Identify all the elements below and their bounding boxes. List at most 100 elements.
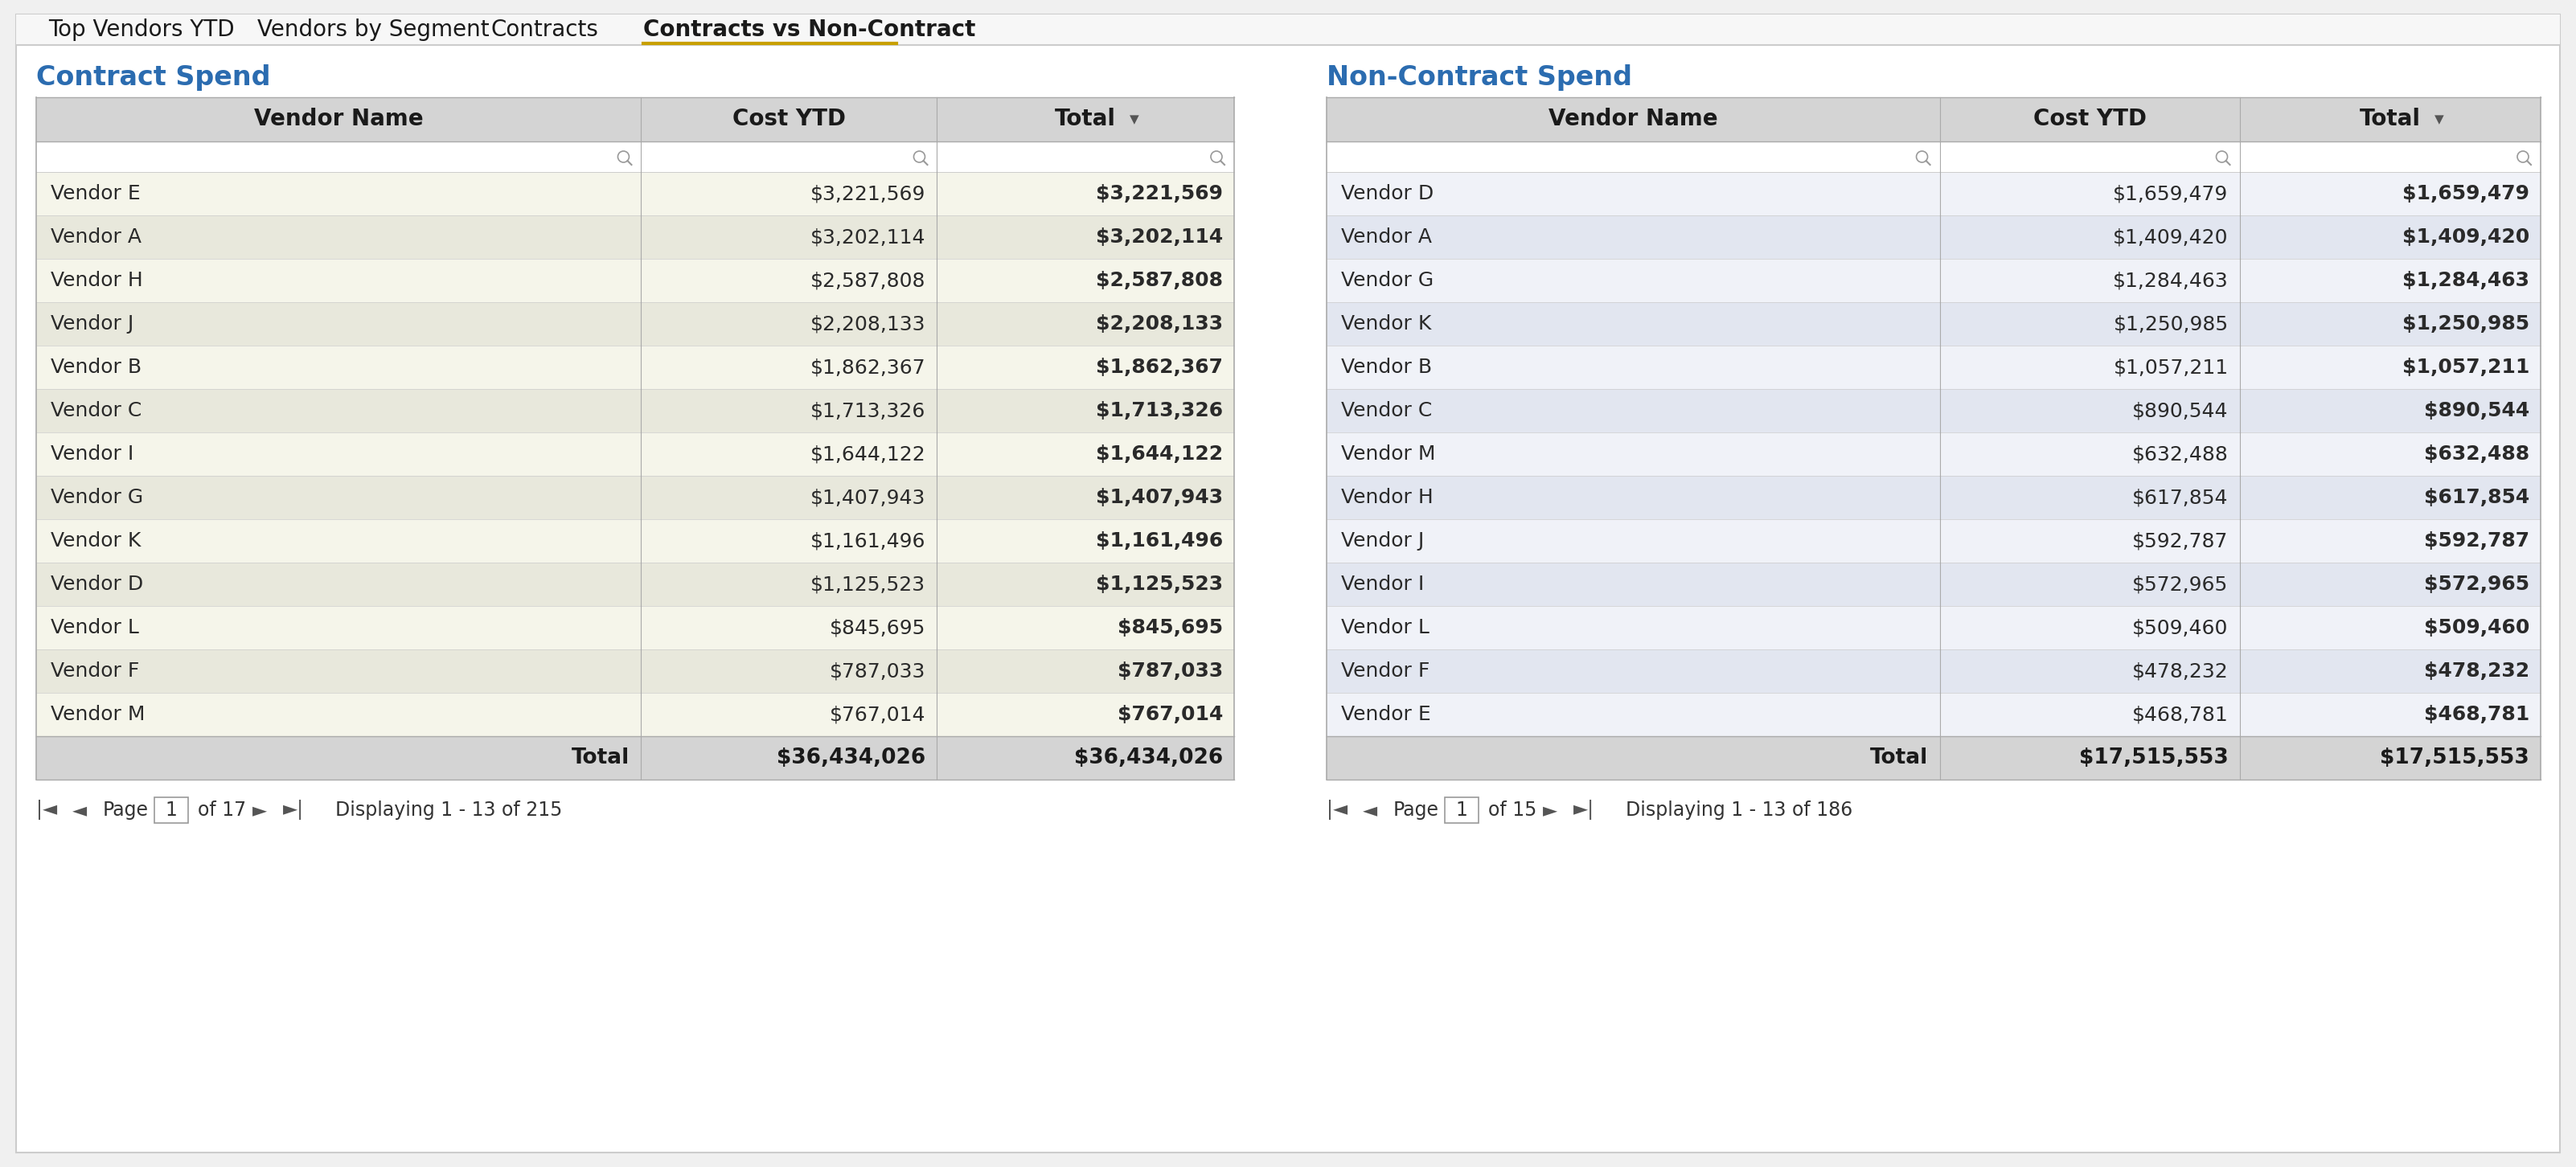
Text: Total: Total <box>1870 747 1929 768</box>
Text: Vendor G: Vendor G <box>52 488 144 508</box>
Text: ◄: ◄ <box>1363 801 1378 819</box>
FancyBboxPatch shape <box>36 649 1234 693</box>
FancyBboxPatch shape <box>1327 476 2540 519</box>
Text: Displaying 1 - 13 of 215: Displaying 1 - 13 of 215 <box>335 801 562 819</box>
Text: Vendor Name: Vendor Name <box>1548 109 1718 131</box>
Text: Cost YTD: Cost YTD <box>2032 109 2146 131</box>
Text: ▼: ▼ <box>1131 113 1139 125</box>
Text: ►|: ►| <box>1574 801 1595 820</box>
Text: $1,659,479: $1,659,479 <box>2112 184 2228 203</box>
Text: $36,434,026: $36,434,026 <box>778 747 925 768</box>
Text: $845,695: $845,695 <box>1118 619 1224 637</box>
Text: $592,787: $592,787 <box>2133 531 2228 551</box>
Text: $1,409,420: $1,409,420 <box>2112 228 2228 246</box>
FancyBboxPatch shape <box>1327 216 2540 259</box>
Text: $468,781: $468,781 <box>2133 705 2228 725</box>
Text: Vendor D: Vendor D <box>52 574 144 594</box>
Text: Vendor L: Vendor L <box>1342 619 1430 637</box>
Text: Vendor J: Vendor J <box>1342 531 1425 551</box>
Text: Vendor F: Vendor F <box>1342 662 1430 680</box>
Text: Vendor B: Vendor B <box>52 357 142 377</box>
Text: Vendors by Segment: Vendors by Segment <box>258 19 489 41</box>
Text: Page: Page <box>103 801 149 819</box>
Text: Displaying 1 - 13 of 186: Displaying 1 - 13 of 186 <box>1625 801 1852 819</box>
Text: $632,488: $632,488 <box>2424 445 2530 463</box>
Text: Vendor C: Vendor C <box>52 401 142 420</box>
Text: $478,232: $478,232 <box>2133 662 2228 680</box>
FancyBboxPatch shape <box>1327 736 2540 780</box>
Text: $17,515,553: $17,515,553 <box>2079 747 2228 768</box>
Text: $1,659,479: $1,659,479 <box>2403 184 2530 203</box>
Text: $3,221,569: $3,221,569 <box>1095 184 1224 203</box>
FancyBboxPatch shape <box>36 433 1234 476</box>
FancyBboxPatch shape <box>1327 302 2540 345</box>
Text: Vendor L: Vendor L <box>52 619 139 637</box>
Text: $1,125,523: $1,125,523 <box>811 574 925 594</box>
Text: Vendor E: Vendor E <box>52 184 142 203</box>
Text: 1: 1 <box>165 801 178 819</box>
Text: Total: Total <box>572 747 631 768</box>
Text: $1,057,211: $1,057,211 <box>2112 357 2228 377</box>
Text: ►: ► <box>252 801 268 819</box>
Text: $572,965: $572,965 <box>2424 574 2530 594</box>
Text: $617,854: $617,854 <box>2133 488 2228 508</box>
Text: Total: Total <box>1056 109 1115 131</box>
Text: ◄: ◄ <box>72 801 88 819</box>
Text: Vendor Name: Vendor Name <box>255 109 422 131</box>
Text: $1,057,211: $1,057,211 <box>2401 357 2530 377</box>
Text: ►|: ►| <box>283 801 304 820</box>
Text: Vendor C: Vendor C <box>1342 401 1432 420</box>
Text: Contracts: Contracts <box>489 19 598 41</box>
FancyBboxPatch shape <box>36 345 1234 389</box>
Text: $3,202,114: $3,202,114 <box>811 228 925 246</box>
Text: 1: 1 <box>1455 801 1468 819</box>
Text: $36,434,026: $36,434,026 <box>1074 747 1224 768</box>
Text: Vendor F: Vendor F <box>52 662 139 680</box>
Text: $1,161,496: $1,161,496 <box>811 531 925 551</box>
FancyBboxPatch shape <box>1327 693 2540 736</box>
Text: $617,854: $617,854 <box>2424 488 2530 508</box>
Text: Page: Page <box>1394 801 1440 819</box>
Text: $767,014: $767,014 <box>1118 705 1224 725</box>
Text: $890,544: $890,544 <box>2424 401 2530 420</box>
Text: $468,781: $468,781 <box>2424 705 2530 725</box>
Text: Vendor K: Vendor K <box>52 531 142 551</box>
Text: Vendor I: Vendor I <box>1342 574 1425 594</box>
FancyBboxPatch shape <box>15 14 2561 1153</box>
FancyBboxPatch shape <box>1327 389 2540 433</box>
Text: $3,202,114: $3,202,114 <box>1095 228 1224 246</box>
Text: of 15: of 15 <box>1489 801 1538 819</box>
Text: $890,544: $890,544 <box>2133 401 2228 420</box>
Text: $1,862,367: $1,862,367 <box>1095 357 1224 377</box>
FancyBboxPatch shape <box>1327 97 2540 141</box>
Text: $1,250,985: $1,250,985 <box>2112 314 2228 334</box>
Text: $1,713,326: $1,713,326 <box>811 401 925 420</box>
Text: $767,014: $767,014 <box>829 705 925 725</box>
FancyBboxPatch shape <box>36 97 1234 141</box>
Text: $2,587,808: $2,587,808 <box>1095 271 1224 291</box>
Text: $1,713,326: $1,713,326 <box>1095 401 1224 420</box>
Text: Contracts vs Non-Contract: Contracts vs Non-Contract <box>644 19 976 41</box>
Text: |◄: |◄ <box>1327 801 1347 820</box>
FancyBboxPatch shape <box>1327 649 2540 693</box>
Text: $478,232: $478,232 <box>2424 662 2530 680</box>
Text: $1,284,463: $1,284,463 <box>2403 271 2530 291</box>
Text: $787,033: $787,033 <box>1118 662 1224 680</box>
Text: $2,208,133: $2,208,133 <box>1095 314 1224 334</box>
Text: Vendor A: Vendor A <box>52 228 142 246</box>
FancyBboxPatch shape <box>1327 519 2540 562</box>
FancyBboxPatch shape <box>1327 606 2540 649</box>
Text: Vendor B: Vendor B <box>1342 357 1432 377</box>
Text: Vendor D: Vendor D <box>1342 184 1435 203</box>
Text: Vendor J: Vendor J <box>52 314 134 334</box>
FancyBboxPatch shape <box>1327 433 2540 476</box>
FancyBboxPatch shape <box>1445 797 1479 823</box>
FancyBboxPatch shape <box>36 606 1234 649</box>
Text: $1,644,122: $1,644,122 <box>811 445 925 463</box>
FancyBboxPatch shape <box>36 562 1234 606</box>
Text: $592,787: $592,787 <box>2424 531 2530 551</box>
Text: $787,033: $787,033 <box>829 662 925 680</box>
FancyBboxPatch shape <box>36 476 1234 519</box>
Text: Vendor M: Vendor M <box>1342 445 1435 463</box>
Text: $1,284,463: $1,284,463 <box>2112 271 2228 291</box>
